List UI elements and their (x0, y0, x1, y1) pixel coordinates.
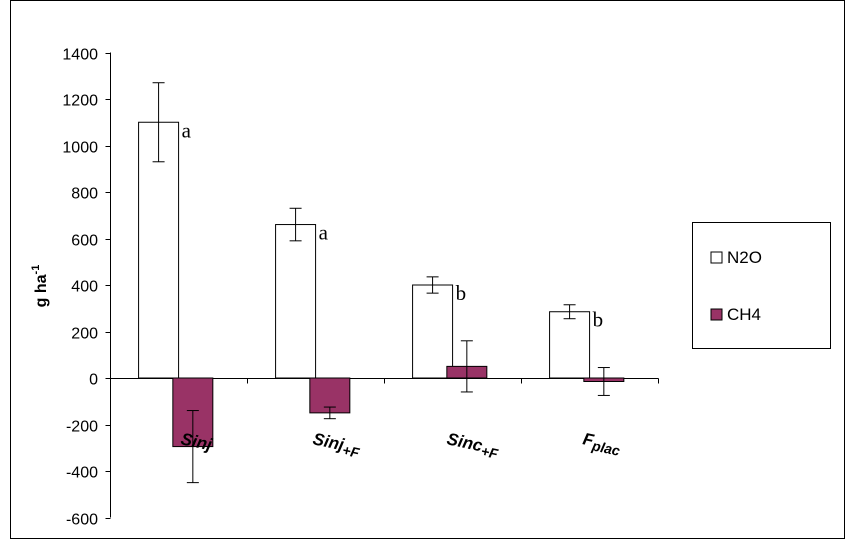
svg-text:g ha-1: g ha-1 (30, 265, 50, 308)
bar-n2o-1 (275, 224, 317, 379)
bar-n2o-0 (138, 121, 180, 379)
axes: 1400 1200 1000 800 600 400 200 0 -200 -400 -600 (62, 47, 659, 529)
y-tick-label: 400 (71, 279, 98, 296)
y-axis-label-text: g ha (33, 274, 50, 307)
significance-letters: a a b b (182, 118, 604, 331)
bar-n2o-2 (412, 284, 454, 379)
legend: N2O CH4 (692, 222, 831, 349)
significance-letter-1: a (319, 221, 329, 245)
category-label-3: Fplac (581, 429, 623, 459)
legend-swatch-ch4 (710, 308, 723, 321)
y-tick-label: 600 (71, 233, 98, 250)
y-tick-label: 1200 (62, 93, 98, 110)
y-tick-label: 0 (89, 372, 98, 389)
legend-label-n2o: N2O (727, 248, 762, 267)
category-label-sub: plac (590, 437, 622, 459)
y-tick-label: 1000 (62, 140, 98, 157)
y-tick-label: -400 (66, 465, 98, 482)
y-tick-label: -600 (66, 512, 98, 529)
y-axis-label: g ha-1 (30, 265, 50, 308)
category-label-sub: +F (480, 443, 500, 462)
significance-letter-2: b (456, 281, 467, 305)
category-label-main: F (581, 429, 596, 450)
y-tick-label: 800 (71, 186, 98, 203)
significance-letter-3: b (593, 308, 604, 332)
bar-n2o-3 (549, 311, 591, 379)
y-tick-label: 200 (71, 326, 98, 343)
y-axis-label-superscript: -1 (30, 265, 42, 275)
legend-box (692, 222, 831, 349)
legend-swatch-n2o (710, 251, 723, 264)
legend-label-ch4: CH4 (727, 305, 761, 324)
significance-letter-0: a (182, 118, 192, 142)
error-bars (152, 82, 610, 484)
y-tick-label: 1400 (62, 47, 98, 64)
y-tick-label: -200 (66, 419, 98, 436)
category-label-sub: +F (341, 442, 361, 461)
